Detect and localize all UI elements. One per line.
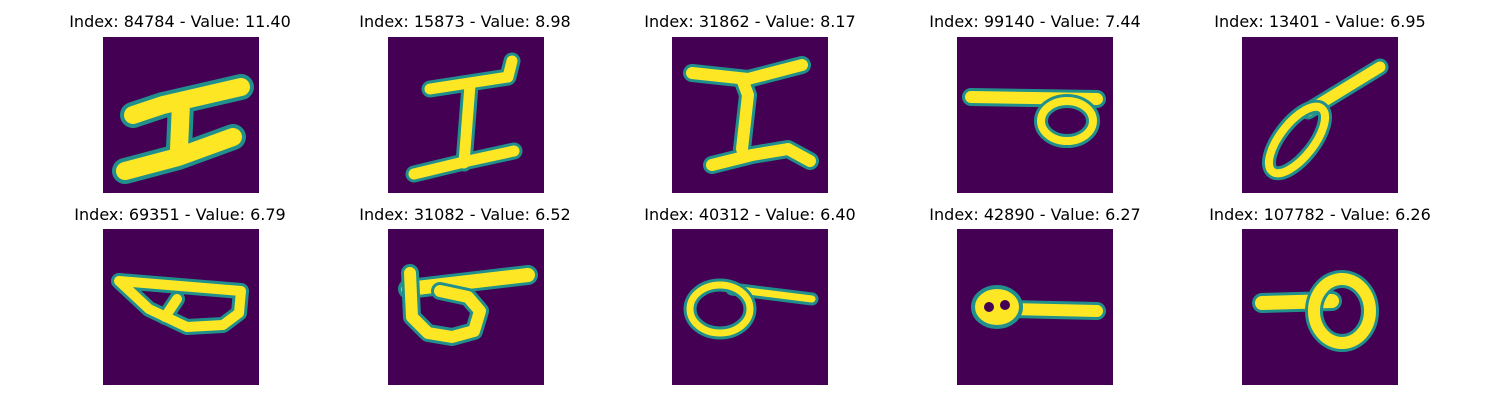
glyph-image [957, 37, 1113, 193]
panel-title: Index: 31862 - Value: 8.17 [644, 12, 856, 31]
glyph-image [103, 229, 259, 385]
panel-title: Index: 13401 - Value: 6.95 [1214, 12, 1426, 31]
glyph-image [103, 37, 259, 193]
panel-title: Index: 99140 - Value: 7.44 [929, 12, 1141, 31]
glyph-image [672, 37, 828, 193]
panel-title: Index: 42890 - Value: 6.27 [929, 205, 1141, 224]
glyph-image [1242, 229, 1398, 385]
panel-title: Index: 69351 - Value: 6.79 [74, 205, 286, 224]
panel-title: Index: 107782 - Value: 6.26 [1209, 205, 1431, 224]
glyph-image [388, 37, 544, 193]
panel-title: Index: 31082 - Value: 6.52 [359, 205, 571, 224]
glyph-image [388, 229, 544, 385]
glyph-image [957, 229, 1113, 385]
panel-title: Index: 84784 - Value: 11.40 [69, 12, 291, 31]
glyph-image [672, 229, 828, 385]
panel-title: Index: 15873 - Value: 8.98 [359, 12, 571, 31]
panel-title: Index: 40312 - Value: 6.40 [644, 205, 856, 224]
glyph-image [1242, 37, 1398, 193]
